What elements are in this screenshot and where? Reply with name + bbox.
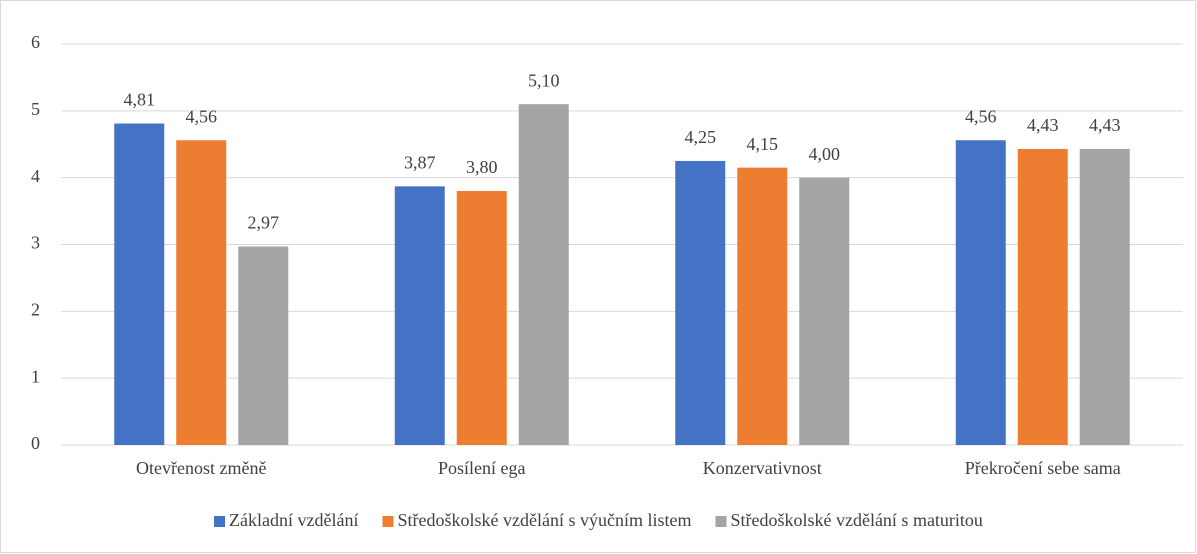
bar — [518, 104, 569, 446]
x-tick-label: Otevřenost změně — [136, 458, 266, 478]
bar — [1017, 148, 1068, 445]
y-tick-label: 6 — [31, 32, 40, 52]
bar — [176, 140, 227, 446]
legend-label: Středoškolské vzdělání s výučním listem — [398, 510, 692, 530]
bar — [238, 246, 289, 445]
bar — [114, 123, 165, 445]
x-tick-label: Posílení ega — [438, 458, 526, 478]
legend-label: Základní vzdělání — [229, 510, 358, 530]
value-label: 3,87 — [404, 152, 436, 172]
y-tick-label: 0 — [31, 433, 40, 453]
y-tick-label: 2 — [31, 299, 40, 319]
bar — [1079, 148, 1130, 445]
value-label: 4,00 — [809, 144, 841, 164]
bar — [799, 177, 850, 445]
bar — [456, 191, 507, 445]
x-tick-label: Překročení sebe sama — [965, 458, 1121, 478]
value-label: 4,43 — [1027, 115, 1059, 135]
value-label: 2,97 — [248, 213, 280, 233]
value-label: 4,56 — [965, 106, 997, 126]
value-label: 4,81 — [124, 90, 156, 110]
legend-label: Středoškolské vzdělání s maturitou — [730, 510, 982, 530]
legend-swatch — [382, 516, 394, 527]
value-label: 4,25 — [685, 127, 717, 147]
bar — [394, 186, 445, 446]
y-tick-label: 3 — [31, 233, 40, 253]
y-tick-label: 4 — [31, 166, 40, 186]
bar — [955, 140, 1006, 446]
x-tick-label: Konzervativnost — [703, 458, 822, 478]
y-tick-label: 1 — [31, 366, 40, 386]
legend-swatch — [214, 516, 226, 527]
value-label: 4,56 — [186, 106, 218, 126]
value-label: 4,43 — [1089, 115, 1121, 135]
value-label: 4,15 — [747, 134, 779, 154]
y-tick-label: 5 — [31, 99, 40, 119]
value-label: 5,10 — [528, 70, 560, 90]
legend-swatch — [715, 516, 727, 527]
bar — [675, 160, 726, 446]
value-label: 3,80 — [466, 157, 498, 177]
bar — [737, 167, 788, 445]
